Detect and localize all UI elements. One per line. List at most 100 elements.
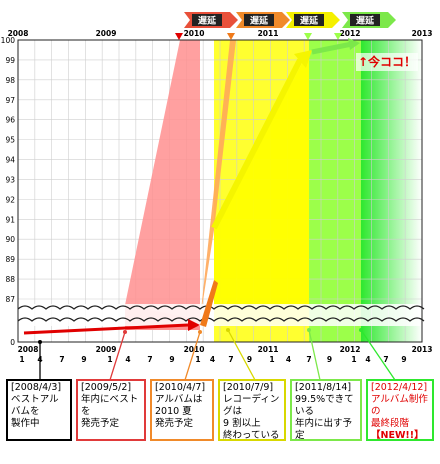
delay-label-bg (192, 14, 222, 26)
y-tick-label: 100 (1, 36, 16, 45)
delay-label-bg (350, 14, 380, 26)
caption-leader-dot (198, 330, 202, 334)
caption-date: [2010/4/7] (155, 382, 206, 393)
progress-arrow-2010 (200, 280, 218, 327)
caption-date: [2012/4/12] (371, 382, 428, 393)
band-2012-04 (361, 40, 422, 342)
year-label-bottom: 2009 (96, 345, 117, 354)
caption-body: 年内にベストを 発売予定 (81, 394, 139, 429)
year-label-top: 2011 (258, 29, 279, 38)
caption-body: アルバムは 2010 夏 発売予定 (155, 394, 203, 429)
break-wave-bottom (17, 317, 425, 322)
progress-arrowhead-2008 (188, 319, 200, 331)
month-tick-label: 9 (327, 355, 332, 364)
month-tick-label: 9 (401, 355, 406, 364)
progress-arrowhead-2011 (348, 38, 360, 50)
month-tick-label: 1 (351, 355, 356, 364)
month-tick-label: 7 (306, 355, 311, 364)
month-tick-label: 9 (247, 355, 252, 364)
month-tick-label: 7 (228, 355, 233, 364)
y-tick-label: 95 (5, 136, 15, 145)
caption-box: [2012/4/12] アルバム制作の 最終段階 【NEW!!】 (366, 379, 434, 441)
delay-label-bg (244, 14, 274, 26)
y-tick-label: 97 (5, 96, 15, 105)
marker-2010-summer (227, 33, 235, 40)
month-tick-label: 7 (383, 355, 388, 364)
progress-arrow-2010-07 (211, 58, 303, 230)
caption-box: [2011/8/14] 99.5%できている 年内に出す予定 (290, 379, 362, 441)
caption-box: [2008/4/3] ベストアルバムを 製作中 (6, 379, 72, 441)
delay-label: 遅延 (250, 15, 269, 27)
month-tick-label: 9 (169, 355, 174, 364)
caption-leader-dot (359, 328, 363, 332)
caption-leader (227, 329, 256, 381)
month-tick-label: 4 (210, 355, 215, 364)
month-tick-label: 1 (195, 355, 200, 364)
wedge-2009 (125, 40, 200, 325)
y-tick-label: 98 (5, 76, 15, 85)
wedge-2010-summer (200, 40, 236, 320)
caption-body: アルバム制作の 最終段階 (371, 394, 428, 429)
delay-label-bg (294, 14, 324, 26)
y-tick-label: 93 (5, 175, 15, 184)
now-label-bg (356, 53, 418, 71)
caption-box: [2009/5/2] 年内にベストを 発売予定 (76, 379, 146, 441)
caption-leader-dot (38, 340, 42, 344)
marker-2010 (175, 33, 183, 40)
month-tick-label: 4 (286, 355, 291, 364)
year-label-top: 2009 (96, 29, 117, 38)
year-label-bottom: 2011 (258, 345, 279, 354)
y-tick-label: 90 (5, 235, 15, 244)
caption-box: [2010/4/7] アルバムは 2010 夏 発売予定 (150, 379, 214, 441)
break-wave-top (17, 305, 425, 310)
caption-leader (360, 329, 396, 381)
caption-new-badge: 【NEW!!】 (371, 430, 424, 441)
month-tick-label: 4 (125, 355, 130, 364)
month-tick-label: 7 (59, 355, 64, 364)
y-tick-label-zero: 0 (10, 338, 15, 347)
wedge-2010-07 (214, 50, 309, 325)
band-2011-08 (309, 40, 361, 342)
year-label-top: 2010 (184, 29, 205, 38)
year-label-bottom: 2012 (340, 345, 361, 354)
y-tick-label: 94 (5, 156, 15, 165)
y-tick-label: 88 (5, 275, 15, 284)
y-tick-label: 92 (5, 195, 15, 204)
progress-arrowhead-2010-07 (294, 50, 312, 68)
axis-break-strip (18, 304, 422, 326)
marker-2012 (334, 33, 342, 40)
month-tick-label: 7 (147, 355, 152, 364)
delay-label: 遅延 (356, 15, 375, 27)
caption-leader (308, 329, 321, 381)
caption-leader-dot (226, 328, 230, 332)
year-label-bottom: 2013 (412, 345, 433, 354)
caption-date: [2010/7/9] (223, 382, 274, 393)
caption-leader (184, 331, 201, 381)
year-label-top: 2013 (412, 29, 433, 38)
y-tick-label: 96 (5, 116, 15, 125)
y-tick-label: 91 (5, 215, 15, 224)
caption-leader (109, 331, 126, 381)
y-tick-label: 99 (5, 56, 15, 65)
y-tick-label: 89 (5, 255, 15, 264)
caption-date: [2011/8/14] (295, 382, 352, 393)
month-tick-label: 1 (269, 355, 274, 364)
month-tick-label: 1 (19, 355, 24, 364)
progress-arrow-2011 (311, 41, 353, 55)
year-label-top: 2012 (340, 29, 361, 38)
plot-frame (17, 39, 423, 343)
year-label-bottom: 2008 (18, 345, 39, 354)
month-tick-label: 9 (81, 355, 86, 364)
caption-body: レコーディングは 9 割以上 終わっている (223, 394, 280, 441)
month-tick-label: 4 (365, 355, 370, 364)
delay-label: 遅延 (300, 15, 319, 27)
now-label: ↑今ココ！ (358, 54, 416, 69)
year-label-top: 2008 (8, 29, 29, 38)
caption-date: [2008/4/3] (11, 382, 62, 393)
caption-leader-dot (123, 330, 127, 334)
y-tick-label: 87 (5, 295, 15, 304)
marker-2011 (304, 33, 312, 40)
caption-body: ベストアルバムを 製作中 (11, 394, 59, 429)
